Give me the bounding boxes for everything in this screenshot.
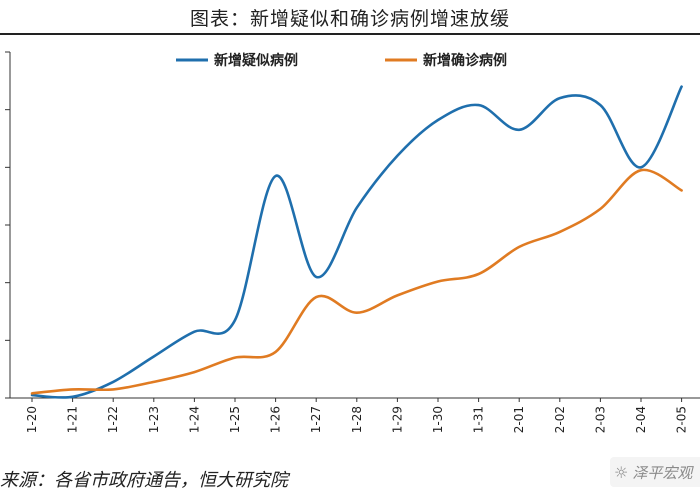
x-tick-label-9: 1-29 <box>390 406 404 433</box>
x-tick-label-7: 1-27 <box>309 406 323 433</box>
x-tick-label-8: 1-28 <box>350 406 364 433</box>
watermark: ☼ 泽平宏观 <box>610 457 700 487</box>
x-tick-label-12: 2-01 <box>512 406 526 433</box>
x-tick-label-10: 1-30 <box>431 406 445 433</box>
x-tick-label-14: 2-03 <box>593 406 607 433</box>
x-tick-label-6: 1-26 <box>269 406 283 433</box>
title-rule <box>0 33 700 35</box>
x-tick-label-2: 1-22 <box>106 406 120 433</box>
x-tick-label-15: 2-04 <box>634 406 648 433</box>
x-tick-label-3: 1-23 <box>147 406 161 433</box>
source-note: 来源：各省市政府通告，恒大研究院 <box>0 470 288 491</box>
x-tick-label-1: 1-21 <box>66 406 80 433</box>
watermark-text: 泽平宏观 <box>632 463 693 482</box>
x-tick-label-13: 2-02 <box>553 406 567 433</box>
wechat-icon: ☼ <box>614 462 629 482</box>
suspected-cases-line <box>30 85 683 399</box>
x-tick-label-11: 1-31 <box>472 406 486 433</box>
x-tick-label-0: 1-20 <box>25 406 39 433</box>
legend-label-1: 新增确诊病例 <box>423 52 507 69</box>
legend-label-0: 新增疑似病例 <box>214 52 298 69</box>
x-tick-label-5: 1-25 <box>228 406 242 433</box>
confirmed-cases-line <box>30 168 683 395</box>
line-chart: 1-20 1-21 1-22 1-23 1-24 1-25 1-26 1-27 1-28 1-29… <box>5 51 700 433</box>
chart-title: 图表：新增疑似和确诊病例增速放缓 <box>189 8 510 30</box>
x-tick-label-4: 1-24 <box>187 406 201 433</box>
x-tick-label-16: 2-05 <box>675 406 689 433</box>
